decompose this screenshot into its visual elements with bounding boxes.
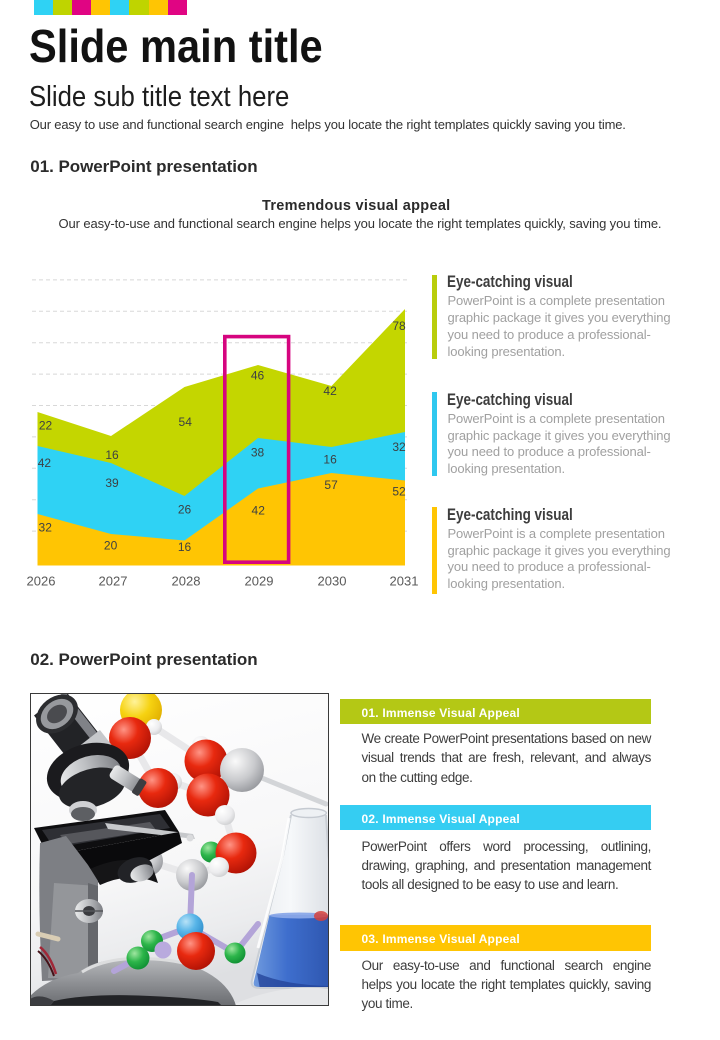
svg-text:2030: 2030	[318, 574, 347, 589]
svg-text:32: 32	[39, 520, 53, 534]
svg-text:2029: 2029	[245, 574, 274, 589]
svg-text:2026: 2026	[27, 574, 56, 589]
svg-text:54: 54	[179, 415, 193, 429]
svg-text:78: 78	[392, 319, 406, 333]
svg-text:16: 16	[323, 453, 337, 467]
svg-text:57: 57	[324, 478, 338, 492]
svg-text:39: 39	[105, 476, 119, 490]
svg-text:20: 20	[104, 538, 118, 552]
svg-text:52: 52	[392, 484, 406, 498]
svg-text:2031: 2031	[390, 574, 419, 589]
svg-text:42: 42	[252, 503, 266, 517]
svg-text:26: 26	[178, 503, 192, 517]
svg-text:42: 42	[38, 456, 52, 470]
svg-text:2027: 2027	[99, 574, 128, 589]
svg-text:2028: 2028	[172, 574, 201, 589]
svg-text:38: 38	[251, 445, 265, 459]
svg-text:42: 42	[323, 384, 337, 398]
svg-text:22: 22	[39, 418, 53, 432]
svg-text:16: 16	[105, 448, 119, 462]
svg-text:32: 32	[392, 440, 406, 454]
svg-text:16: 16	[178, 540, 192, 554]
svg-text:46: 46	[251, 368, 265, 382]
